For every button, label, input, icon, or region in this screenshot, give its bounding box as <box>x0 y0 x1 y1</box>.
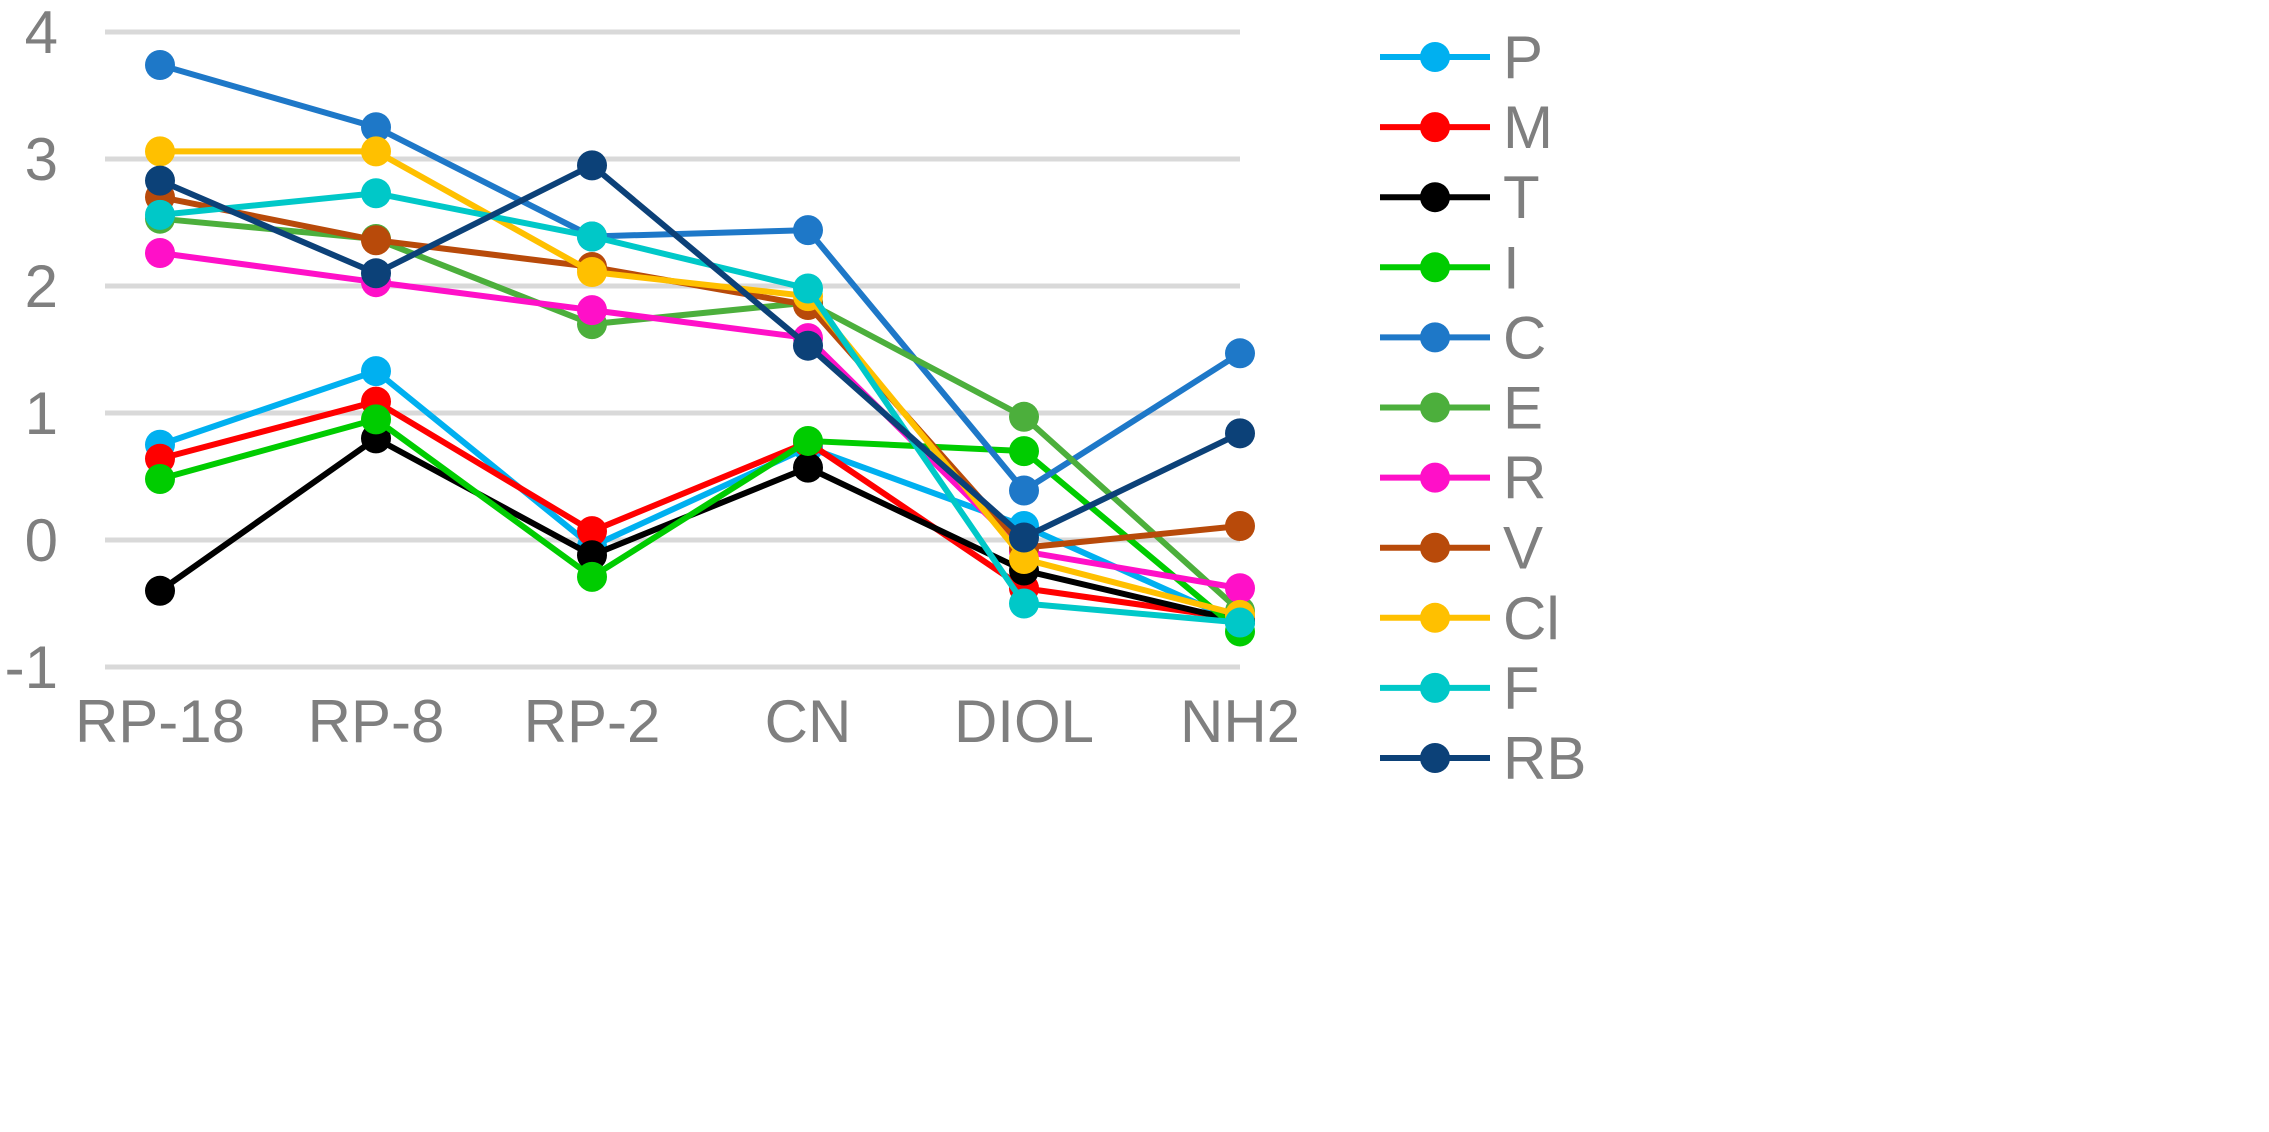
legend-label: V <box>1503 515 1543 582</box>
legend-swatch-marker <box>1420 112 1450 143</box>
series-line <box>159 62 1242 494</box>
series-line <box>159 190 1241 626</box>
legend-label: I <box>1503 234 1520 301</box>
data-point <box>577 516 607 547</box>
y-tick-label: 4 <box>25 0 58 66</box>
data-point <box>145 199 175 230</box>
data-point <box>577 221 607 252</box>
legend-label: P <box>1503 24 1543 91</box>
legend-item: C <box>1380 304 1546 371</box>
data-point <box>361 404 391 435</box>
legend-label: R <box>1503 445 1546 512</box>
data-point <box>145 464 175 495</box>
gridlines <box>105 29 1240 670</box>
data-point <box>145 165 175 196</box>
legend-label: M <box>1503 94 1553 161</box>
series-t <box>145 423 1255 637</box>
data-point <box>1225 338 1255 369</box>
x-tick-label: NH2 <box>1180 688 1300 755</box>
series-line <box>159 416 1242 634</box>
series-line <box>160 148 1241 618</box>
x-tick-label: RP-8 <box>308 688 445 755</box>
legend-swatch-marker <box>1420 322 1450 353</box>
data-point <box>1225 573 1255 604</box>
legend-item: E <box>1380 375 1543 442</box>
series-rb <box>145 150 1255 553</box>
legend-swatch-marker <box>1420 182 1450 213</box>
data-point <box>145 136 175 167</box>
data-point <box>361 178 391 209</box>
legend-swatch-marker <box>1420 743 1450 773</box>
data-point <box>577 561 607 592</box>
data-point <box>793 452 823 483</box>
x-tick-label: RP-2 <box>524 688 661 755</box>
data-point <box>145 575 175 606</box>
y-tick-label: -1 <box>5 634 58 701</box>
data-point <box>1009 544 1039 575</box>
legend-swatch-marker <box>1420 602 1450 633</box>
data-point <box>577 257 607 288</box>
data-point <box>1225 418 1255 449</box>
x-axis-ticks: RP-18 RP-8 RP-2 CN DIOL NH2 <box>75 688 1300 755</box>
legend-item: Cl <box>1380 585 1560 652</box>
y-tick-label: 0 <box>25 507 58 574</box>
x-tick-label: RP-18 <box>75 688 245 755</box>
legend-swatch-marker <box>1420 532 1450 563</box>
legend-swatch-marker <box>1420 462 1450 493</box>
legend-label: C <box>1503 304 1546 371</box>
legend-label: T <box>1503 164 1540 231</box>
data-point <box>1009 588 1039 619</box>
data-point <box>361 136 391 167</box>
series-f <box>145 178 1255 638</box>
series-line <box>159 398 1241 622</box>
legend-label: E <box>1503 375 1543 442</box>
data-point <box>1009 436 1039 467</box>
legend-item: I <box>1380 234 1520 301</box>
legend-item: RB <box>1380 725 1586 792</box>
data-point <box>1009 475 1039 506</box>
y-axis-ticks: -1 0 1 2 3 4 <box>5 0 58 701</box>
data-point <box>361 112 391 143</box>
data-point <box>361 258 391 289</box>
data-point <box>577 150 607 181</box>
data-point <box>1009 401 1039 432</box>
y-tick-label: 3 <box>25 126 58 193</box>
data-point <box>577 295 607 326</box>
legend-swatch-marker <box>1420 392 1450 423</box>
legend-swatch-marker <box>1420 42 1450 72</box>
legend-item: P <box>1380 24 1543 91</box>
legend-label: RB <box>1503 725 1586 792</box>
data-point <box>793 425 823 456</box>
data-point <box>361 356 391 387</box>
legend-item: F <box>1380 655 1540 722</box>
series-line <box>159 250 1241 592</box>
data-point <box>1225 607 1255 638</box>
legend-item: T <box>1380 164 1540 231</box>
series-line <box>158 162 1242 541</box>
x-tick-label: DIOL <box>954 688 1094 755</box>
data-point <box>793 273 823 304</box>
legend-swatch-marker <box>1420 672 1450 703</box>
data-point <box>1009 522 1039 553</box>
data-point <box>793 215 823 246</box>
series-lines <box>145 50 1255 647</box>
legend-swatch-marker <box>1420 252 1450 283</box>
data-point <box>361 225 391 256</box>
data-point <box>793 330 823 361</box>
data-point <box>577 540 607 571</box>
legend-item: M <box>1380 94 1553 161</box>
data-point <box>145 237 175 268</box>
legend-label: Cl <box>1503 585 1560 652</box>
data-point <box>1225 511 1255 542</box>
legend-item: V <box>1380 515 1543 582</box>
legend-item: R <box>1380 445 1546 512</box>
data-point <box>145 50 175 81</box>
y-tick-label: 2 <box>25 253 58 320</box>
y-tick-label: 1 <box>25 380 58 447</box>
legend-label: F <box>1503 655 1540 722</box>
x-tick-label: CN <box>765 688 852 755</box>
